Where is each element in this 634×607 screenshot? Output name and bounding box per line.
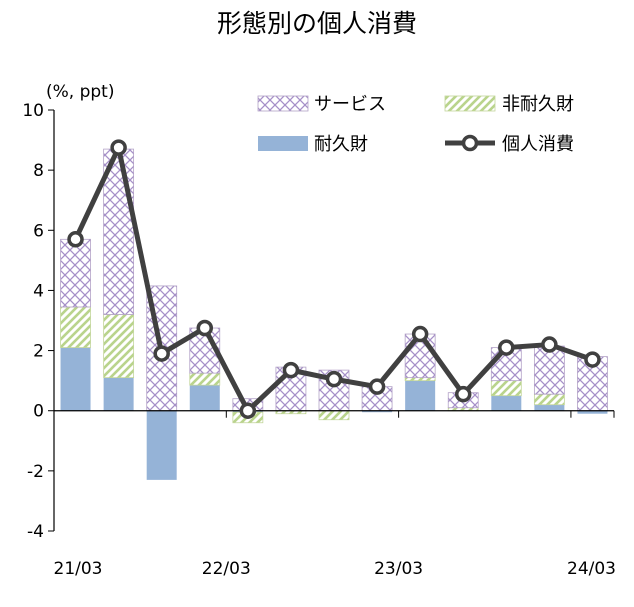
total-marker-2022Q1	[239, 402, 257, 419]
bar-diagonal-2021Q4	[189, 372, 221, 386]
total-marker-2021Q2	[110, 139, 127, 156]
y-axis-unit-label: (%, ppt)	[46, 82, 114, 102]
bar-diagonal-2022Q3	[318, 410, 350, 421]
bar-solid-2023Q4	[534, 404, 565, 411]
axes	[53, 110, 615, 531]
y-tick-label: 10	[22, 101, 44, 121]
legend-swatch-total-marker	[461, 134, 479, 152]
total-marker-2022Q2	[282, 361, 300, 379]
x-axis-labels: 21/03 22/03 23/03 24/03	[54, 559, 617, 579]
bar-crosshatch-2023Q4	[533, 345, 565, 395]
total-marker-2023Q1	[411, 325, 429, 343]
y-tick-label: -4	[27, 522, 44, 542]
y-axis: 10 8 6 4 2 0 -2 -4	[22, 101, 54, 542]
total-marker-2021Q4	[196, 319, 214, 337]
total-marker-2023Q3	[498, 339, 515, 356]
x-tick-label: 22/03	[202, 559, 251, 579]
bar-diagonal-2023Q1	[404, 377, 436, 382]
legend-label-nondurables: 非耐久財	[502, 94, 574, 115]
x-tick-label: 21/03	[54, 559, 103, 579]
total-marker-2022Q4	[368, 378, 386, 395]
bar-solid-2021Q4	[189, 385, 220, 411]
total-marker-2023Q4	[541, 336, 558, 353]
bar-solid-2021Q2	[103, 377, 134, 411]
y-tick-label: -2	[27, 462, 44, 482]
y-tick-label: 0	[33, 402, 44, 422]
total-marker-2022Q3	[325, 370, 343, 388]
x-tick-label: 24/03	[567, 559, 616, 579]
bar-crosshatch-2021Q1	[60, 238, 91, 308]
legend-label-durables: 耐久財	[314, 134, 368, 155]
total-marker-2021Q3	[153, 345, 170, 362]
total-line-group	[67, 139, 601, 419]
legend-label-total: 個人消費	[502, 134, 574, 155]
legend-swatch-nondurables	[444, 95, 496, 112]
legend: サービス 非耐久財 耐久財 個人消費	[257, 94, 574, 155]
bar-stack-group	[60, 148, 608, 480]
total-marker-2024Q1	[584, 351, 601, 368]
x-tick-label: 23/03	[374, 559, 423, 579]
bar-solid-2024Q1	[577, 410, 608, 414]
bar-diagonal-2021Q2	[103, 314, 135, 379]
legend-swatch-services	[257, 95, 309, 112]
bar-solid-2022Q4	[362, 410, 393, 413]
bar-solid-2023Q3	[491, 395, 522, 411]
y-tick-label: 8	[33, 161, 44, 181]
bar-crosshatch-2021Q2	[103, 148, 135, 315]
y-tick-label: 2	[33, 342, 44, 362]
total-marker-2021Q1	[67, 231, 84, 248]
bar-solid-2023Q1	[405, 380, 436, 411]
y-tick-label: 6	[33, 221, 44, 241]
chart-title: 形態別の個人消費	[217, 9, 417, 38]
y-tick-label: 4	[33, 281, 44, 301]
legend-swatch-durables	[258, 136, 308, 151]
total-marker-2023Q2	[454, 385, 472, 403]
legend-label-services: サービス	[314, 94, 386, 115]
bar-diagonal-2021Q1	[60, 306, 91, 348]
bar-solid-2021Q3	[146, 410, 177, 480]
bar-solid-2021Q1	[60, 347, 91, 411]
bar-diagonal-2023Q3	[490, 380, 522, 397]
bar-diagonal-2023Q4	[533, 393, 565, 406]
